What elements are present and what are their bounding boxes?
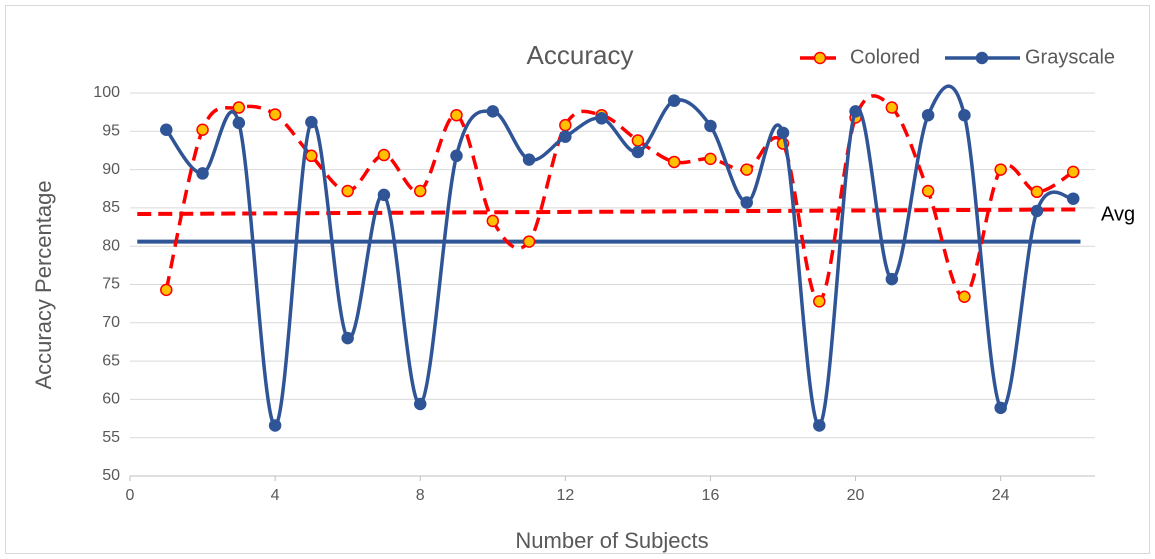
data-point xyxy=(958,290,971,304)
data-point xyxy=(1066,165,1080,179)
data-point xyxy=(559,118,572,132)
data-point xyxy=(196,167,209,180)
y-tick-label: 75 xyxy=(102,276,120,293)
average-line xyxy=(137,207,1081,217)
data-point xyxy=(667,155,681,169)
legend-label: Grayscale xyxy=(1025,46,1115,68)
legend-marker xyxy=(813,51,827,65)
legend-label: Colored xyxy=(850,46,920,68)
data-point xyxy=(631,145,645,159)
data-point xyxy=(1030,185,1044,199)
data-point xyxy=(160,283,173,297)
data-point xyxy=(704,152,717,166)
y-tick-label: 70 xyxy=(102,314,120,331)
data-point xyxy=(631,134,645,147)
data-point xyxy=(1030,204,1044,218)
chart-title: Accuracy xyxy=(527,40,634,70)
data-point xyxy=(486,105,500,118)
y-tick-label: 90 xyxy=(102,161,120,178)
x-tick-label: 0 xyxy=(126,487,135,504)
data-point xyxy=(486,214,500,228)
chart-border xyxy=(5,5,1150,554)
data-point xyxy=(885,101,899,114)
data-point xyxy=(958,108,971,122)
y-tick-label: 55 xyxy=(102,429,120,446)
y-tick-label: 60 xyxy=(102,391,120,408)
x-tick-label: 24 xyxy=(992,487,1010,504)
data-point xyxy=(994,401,1007,415)
y-tick-label: 80 xyxy=(102,237,120,254)
data-point xyxy=(885,272,899,286)
data-point xyxy=(341,184,354,198)
data-point xyxy=(921,108,935,122)
data-point xyxy=(522,153,536,166)
data-point xyxy=(704,119,717,133)
x-tick-label: 20 xyxy=(847,487,865,504)
data-point xyxy=(740,196,753,209)
y-axis-label: Accuracy Percentage xyxy=(31,180,56,389)
data-point xyxy=(232,101,246,114)
data-point xyxy=(305,115,318,129)
y-tick-label: 65 xyxy=(102,352,120,369)
data-point xyxy=(450,149,463,163)
y-tick-label: 100 xyxy=(93,84,120,101)
legend-marker xyxy=(975,51,989,65)
data-point xyxy=(268,108,282,121)
x-tick-label: 4 xyxy=(271,487,280,504)
data-point xyxy=(232,116,246,130)
data-point xyxy=(160,123,173,137)
annotation: Avg xyxy=(1101,204,1135,226)
y-tick-label: 95 xyxy=(102,123,120,140)
data-point xyxy=(813,419,826,432)
data-point xyxy=(921,184,935,198)
y-tick-label: 85 xyxy=(102,199,120,216)
x-axis-label: Number of Subjects xyxy=(515,528,708,553)
x-tick-label: 16 xyxy=(702,487,720,504)
x-tick-label: 8 xyxy=(416,487,425,504)
data-point xyxy=(776,126,790,140)
x-tick-label: 12 xyxy=(556,487,574,504)
data-point xyxy=(813,295,826,308)
data-point xyxy=(268,419,282,432)
data-point xyxy=(413,184,427,198)
y-tick-label: 50 xyxy=(102,467,120,484)
data-point xyxy=(377,148,391,162)
data-point xyxy=(450,108,463,122)
data-point xyxy=(667,94,681,107)
data-point xyxy=(559,130,572,143)
data-point xyxy=(849,105,862,118)
data-point xyxy=(595,112,608,125)
data-point xyxy=(413,397,427,411)
data-point xyxy=(377,188,391,202)
data-point xyxy=(341,331,354,345)
data-point xyxy=(994,163,1007,176)
data-point xyxy=(522,235,536,248)
data-point xyxy=(305,149,318,163)
data-point xyxy=(196,123,209,137)
data-point xyxy=(1066,192,1080,205)
data-point xyxy=(740,163,753,176)
